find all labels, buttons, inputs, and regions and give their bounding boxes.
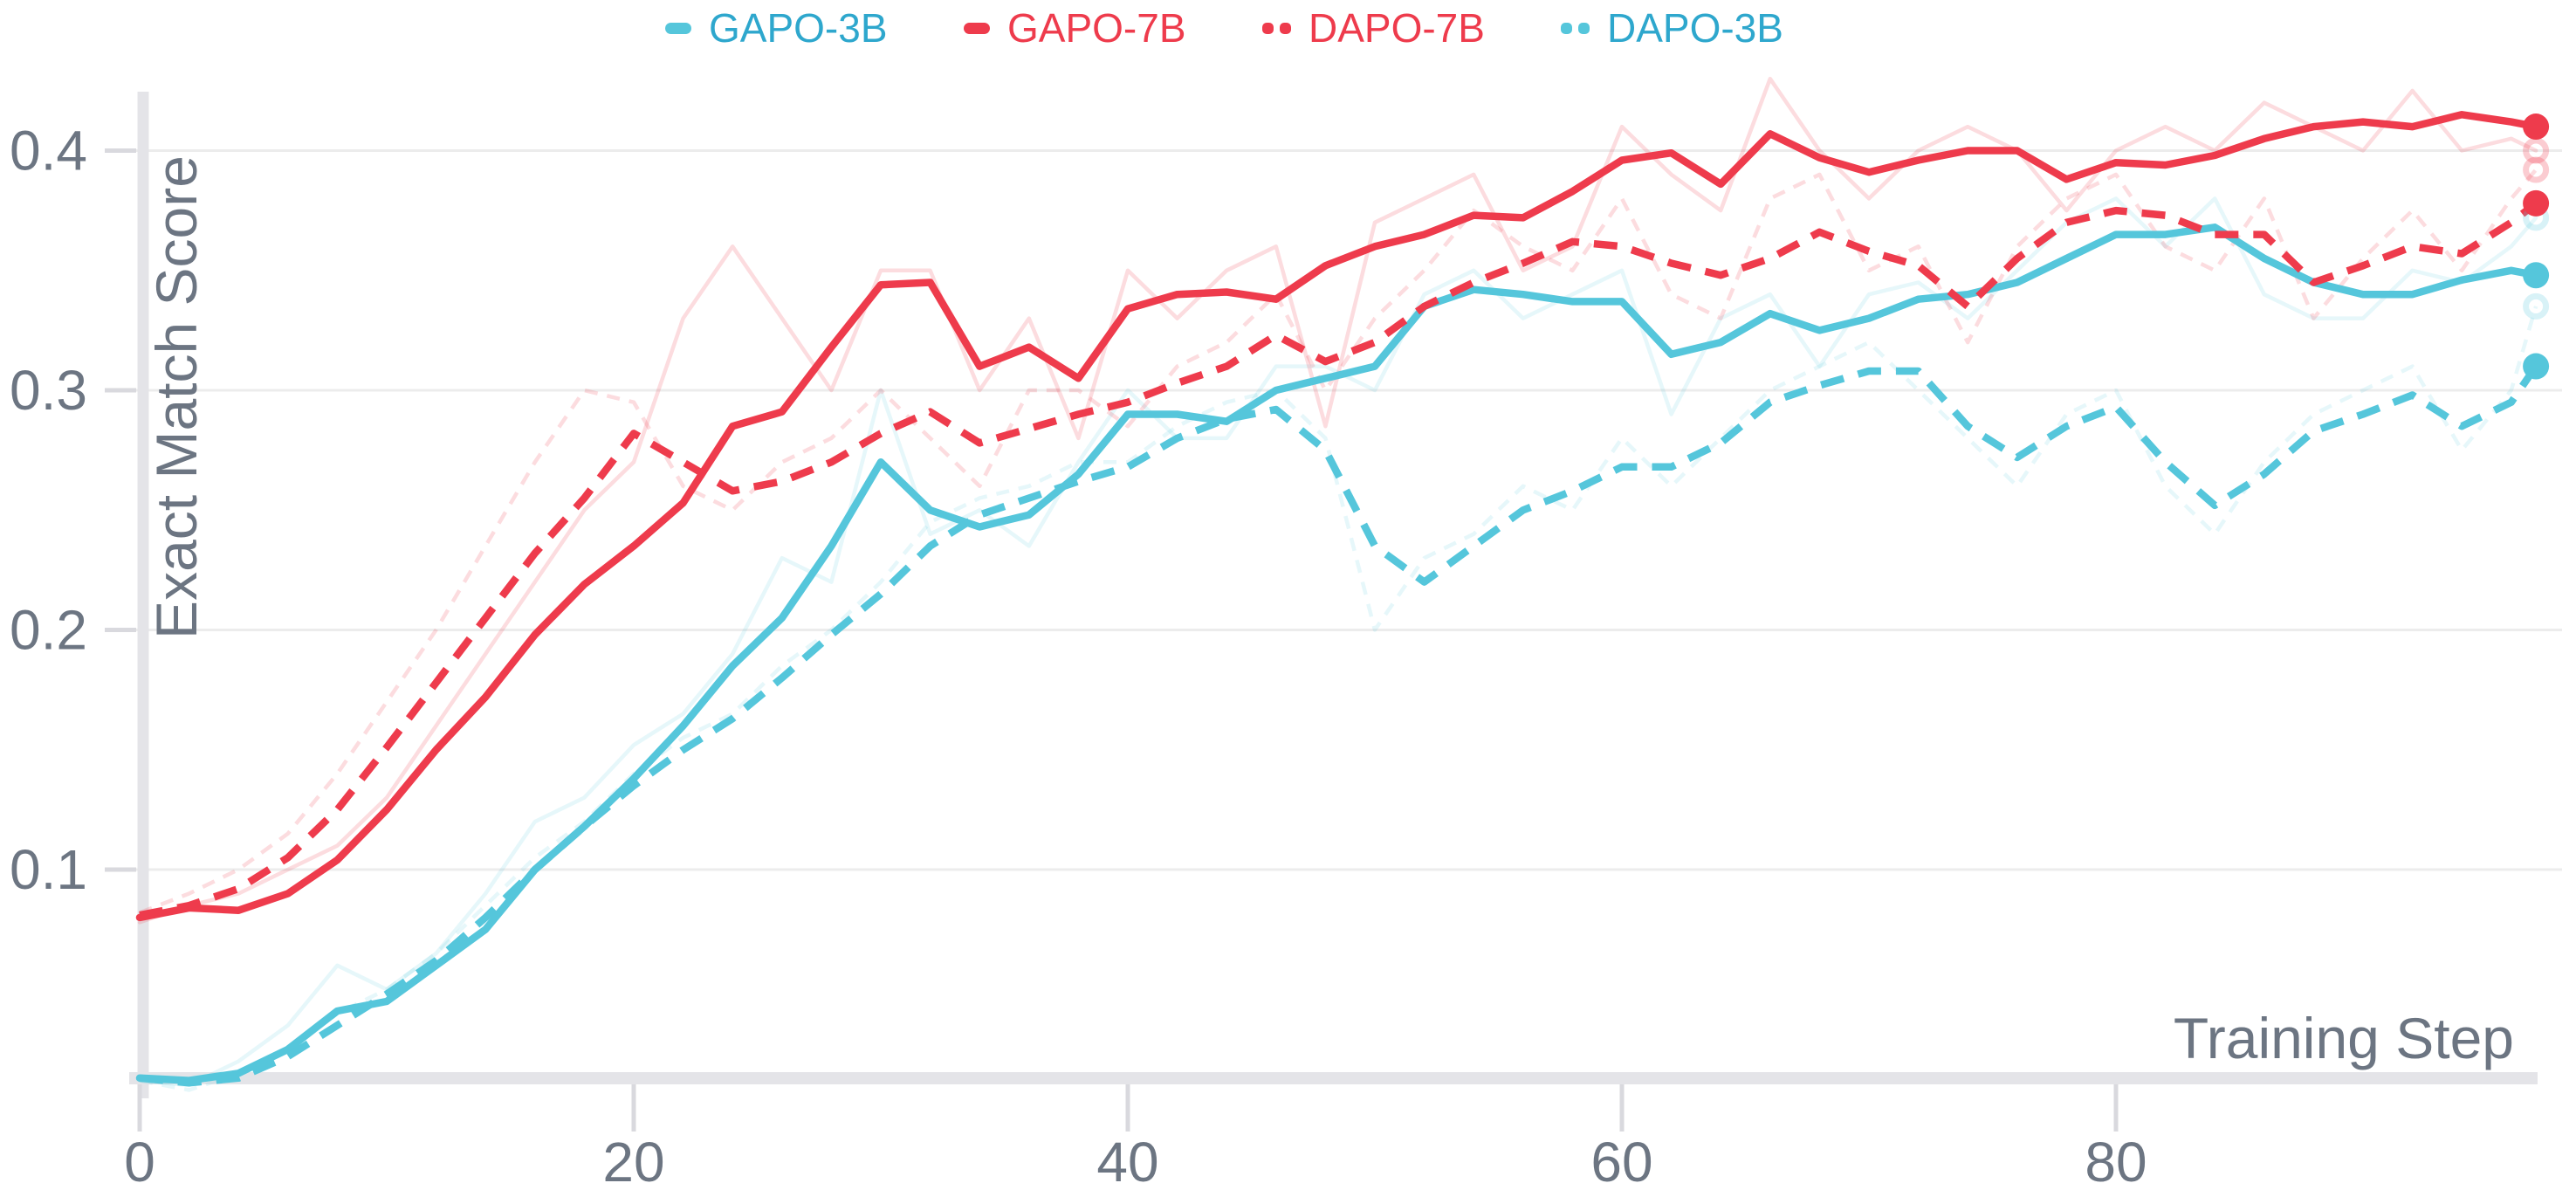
x-tick-label: 20 [602, 1131, 664, 1190]
y-tick-label: 0.2 [10, 599, 87, 662]
dapo-3b-dashed-line-swatch-icon [1561, 22, 1590, 34]
series-gapo-7b-end-marker [2523, 113, 2550, 141]
gapo-3b-solid-line-swatch-icon [665, 22, 691, 34]
y-tick-label: 0.1 [10, 838, 87, 901]
series-dapo-7b-end-marker [2523, 189, 2550, 217]
x-tick-label: 60 [1590, 1131, 1652, 1190]
x-tick-label: 0 [124, 1131, 155, 1190]
series-dapo-3b-line [139, 364, 2539, 1087]
legend-swatch-dash [1578, 22, 1590, 34]
series-gapo-7b-raw-line [137, 76, 2538, 925]
series-gapo-3b-end-marker [2523, 262, 2550, 289]
legend-swatch-dash [1561, 22, 1572, 34]
legend-swatch-dash [1280, 22, 1291, 34]
series-dapo-3b-raw-end-marker [2523, 292, 2550, 320]
series-gapo-3b-raw-line [137, 196, 2538, 1088]
series-end-markers [2523, 113, 2550, 380]
legend-swatch-bar [665, 22, 691, 34]
tick-marks [105, 148, 2119, 1132]
legend-label: GAPO-7B [1007, 5, 1186, 51]
series-dapo-3b-raw-line [139, 306, 2538, 1092]
smoothed-series-lines [135, 111, 2540, 1087]
x-axis-title: Training Step [2174, 1006, 2514, 1070]
legend-item-gapo-3b: GAPO-3B [665, 5, 888, 51]
legend-swatch-dash [1262, 22, 1274, 34]
series-dapo-3b-end-marker [2523, 353, 2550, 380]
x-tick-label: 80 [2085, 1131, 2147, 1190]
legend-swatch-bar [964, 22, 990, 34]
x-tick-label: 40 [1096, 1131, 1158, 1190]
series-dapo-7b-line [139, 200, 2538, 919]
y-axis-title: Exact Match Score [144, 155, 209, 639]
tick-labels: 0.1 0.2 0.3 0.4 0 20 40 60 80 [10, 120, 2147, 1190]
legend: GAPO-3B GAPO-7B DAPO-7B DAPO-3B [0, 5, 2576, 51]
y-tick-label: 0.3 [10, 359, 87, 422]
axis-lines [129, 92, 2538, 1098]
gapo-7b-solid-line-swatch-icon [964, 22, 990, 34]
legend-label: GAPO-3B [709, 5, 888, 51]
y-tick-label: 0.4 [10, 120, 87, 182]
raw-series-lines [137, 76, 2538, 1092]
legend-item-gapo-7b: GAPO-7B [964, 5, 1186, 51]
series-dapo-7b-raw-line [139, 169, 2538, 915]
series-gapo-7b-line [135, 111, 2540, 922]
series-dapo-7b-raw-end-marker [2523, 156, 2550, 183]
legend-label: DAPO-7B [1309, 5, 1485, 51]
dapo-7b-dashed-line-swatch-icon [1262, 22, 1291, 34]
series-gapo-7b-raw-end-marker [2523, 137, 2550, 164]
series-gapo-3b-line [135, 224, 2540, 1084]
legend-item-dapo-3b: DAPO-3B [1561, 5, 1783, 51]
legend-label: DAPO-3B [1607, 5, 1783, 51]
legend-item-dapo-7b: DAPO-7B [1262, 5, 1485, 51]
